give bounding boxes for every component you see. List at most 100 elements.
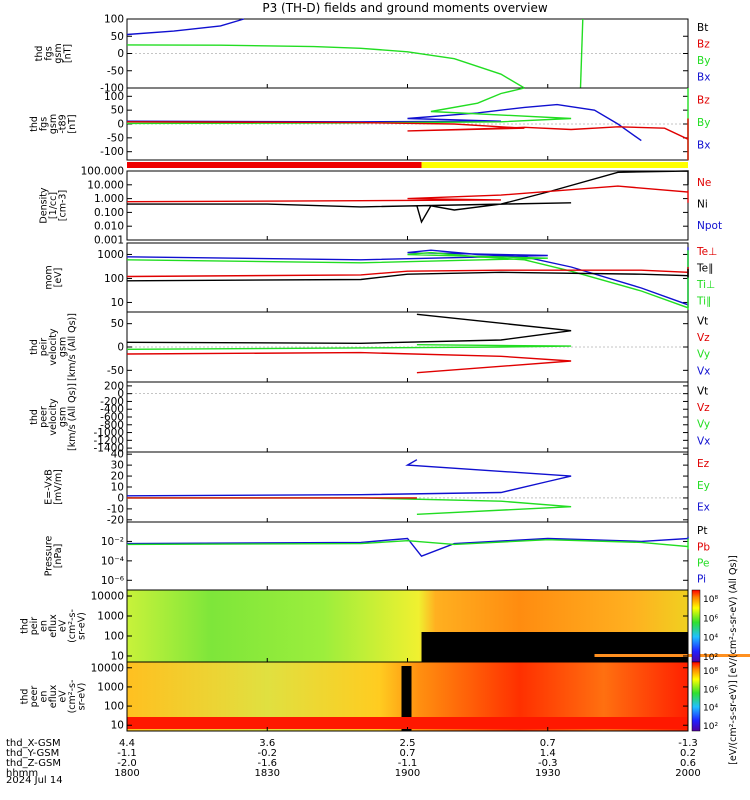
x-tick-label: 0.2 [680, 748, 696, 759]
spectrogram-band [594, 654, 750, 657]
colorbar-tick-label: 10⁶ [703, 614, 718, 624]
legend-entry: Ey [697, 480, 710, 492]
series-line [127, 497, 572, 515]
y-axis-label: Density [39, 187, 50, 223]
panel-pressure: 10⁻² 10⁻⁴ 10⁻⁶ Pressure[nPa] Pt Pb Pe Pi [43, 521, 710, 591]
legend-entry: Pt [697, 525, 707, 537]
y-tick-label: 100 [104, 273, 124, 285]
x-tick-label: 0.7 [400, 748, 416, 759]
y-tick-label: 0 [117, 119, 124, 131]
series-line [126, 44, 525, 89]
y-tick-label: 30 [111, 460, 124, 472]
y-tick-label: 100.000 [81, 166, 124, 178]
legend-entry: Vt [697, 315, 708, 327]
y-tick-label: 0.010 [94, 221, 124, 233]
y-axis-label: gsm [58, 337, 69, 357]
y-axis-label: gsm [48, 114, 59, 134]
series-line [126, 538, 689, 550]
y-tick-label: 0.001 [94, 235, 124, 247]
legend-entry: Ez [697, 458, 710, 470]
colorbar-scale [691, 661, 701, 732]
panel-temperature: 1000 100 10 mom[eV] Te⊥ Te∥ Ti⊥ Ti∥ [43, 242, 717, 313]
y-axis-label: thd [29, 409, 40, 425]
y-tick-label: -600 [100, 412, 124, 424]
y-axis-label: Pressure [43, 536, 54, 577]
x-tick-label: 4.4 [119, 738, 135, 749]
y-tick-label: 50 [111, 105, 124, 117]
panel-peer-eflux: 10000 1000 100 10 thdpeerenefluxeV(cm²-s-sr-… [20, 661, 689, 732]
y-tick-label: 100 [104, 91, 124, 103]
y-axis-label: peer [39, 406, 50, 428]
y-axis-label: eflux [48, 614, 59, 638]
y-tick-label: -50 [107, 365, 124, 377]
legend-entry: Pe [697, 557, 709, 569]
series-line [126, 247, 689, 308]
y-tick-label: 40 [111, 449, 124, 461]
y-tick-label: -200 [100, 396, 124, 408]
legend-entry: Vx [697, 365, 710, 377]
legend-entry: Vz [697, 402, 710, 414]
y-tick-label: 10⁻⁴ [101, 555, 124, 567]
x-tick-label: -1.3 [678, 738, 698, 749]
series-line [126, 87, 572, 125]
y-axis-label: sr-eV) [77, 683, 88, 711]
y-tick-label: 1000 [97, 611, 124, 623]
legend-entry: Te∥ [696, 263, 713, 275]
x-tick-label: 0.7 [540, 738, 556, 749]
legend-entry: Ex [697, 502, 710, 514]
y-axis-label: [km/s (All Qs)] [67, 313, 78, 381]
x-tick-label: 2000 [675, 768, 700, 779]
y-axis-label: eV [58, 690, 69, 703]
y-tick-label: -20 [107, 514, 124, 526]
panel-peer-velocity: 2000-200-400-600-800-1000-1200-1400 thdpe… [29, 380, 710, 454]
y-tick-label: 50 [111, 318, 124, 330]
series-line [126, 268, 689, 282]
y-axis-label: thd [29, 116, 40, 132]
y-axis-label: E=-VxB [43, 469, 54, 504]
date-label: 2024 Jul 14 [6, 775, 63, 786]
y-axis-label: fgs [39, 117, 50, 131]
y-axis-label: [cm-3] [58, 190, 69, 221]
y-tick-label: 0 [117, 48, 124, 60]
series-line [126, 536, 689, 558]
colorbar-tick-label: 10⁴ [703, 704, 718, 714]
y-tick-label: 0 [117, 492, 124, 504]
y-tick-label: 10 [111, 720, 124, 732]
legend-entry: Pi [697, 574, 706, 586]
series-line [126, 250, 689, 310]
series-line [126, 344, 572, 350]
y-tick-label: 10 [111, 482, 124, 494]
y-axis-label: eflux [48, 684, 59, 708]
y-axis-label: en [39, 691, 50, 703]
y-tick-label: 0 [117, 342, 124, 354]
legend-entry: Ne [697, 177, 711, 189]
x-tick-label: -0.3 [538, 758, 558, 769]
x-tick-label: 2.5 [400, 738, 416, 749]
y-axis-label: gsm [58, 407, 69, 427]
series-line [126, 185, 689, 203]
figure-title: P3 (TH-D) fields and ground moments over… [262, 1, 548, 15]
legend-entry: Ti⊥ [696, 279, 715, 291]
y-axis-label: gsm [53, 43, 64, 63]
x-tick-label: -1.1 [398, 758, 418, 769]
legend-entry: Vy [697, 419, 710, 431]
legend-entry: Vz [697, 332, 710, 344]
panel-frame [126, 451, 689, 523]
y-axis-label: [mV/m] [53, 469, 64, 505]
colorbar-tick-label: 10² [703, 653, 718, 663]
series-line [126, 118, 689, 160]
y-axis-label: thd [29, 339, 40, 355]
spectrogram-gap [421, 632, 688, 662]
x-tick-label: -1.1 [117, 748, 137, 759]
y-axis-label: peir [39, 338, 50, 357]
x-tick-label: 1.4 [540, 748, 556, 759]
x-tick-label: 1800 [114, 768, 139, 779]
legend-entry: Bt [697, 22, 708, 34]
y-tick-label: -100 [100, 146, 124, 158]
y-axis-label: [nPa] [53, 544, 64, 569]
y-tick-label: 50 [111, 31, 124, 43]
x-tick-label: 1830 [255, 768, 280, 779]
